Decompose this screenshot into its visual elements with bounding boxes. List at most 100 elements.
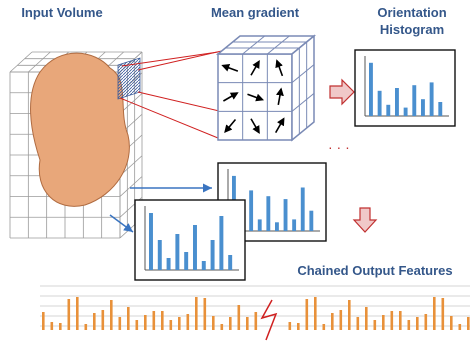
feature-bar bbox=[390, 311, 394, 330]
bar bbox=[193, 225, 197, 270]
feature-bar bbox=[407, 320, 411, 330]
feature-bar bbox=[161, 311, 164, 330]
bar bbox=[386, 104, 391, 116]
bar bbox=[249, 190, 254, 231]
grid bbox=[242, 35, 265, 55]
feature-bar bbox=[441, 298, 445, 330]
input-volume-cube bbox=[9, 51, 143, 239]
feature-bar bbox=[322, 324, 326, 330]
bar bbox=[309, 210, 314, 231]
feature-bar bbox=[297, 323, 300, 330]
feature-bar bbox=[67, 299, 71, 330]
bar bbox=[412, 85, 417, 116]
grid bbox=[119, 176, 143, 197]
output-features bbox=[40, 285, 470, 330]
bar bbox=[210, 240, 215, 270]
input-volume-label: Input Volume bbox=[21, 5, 102, 20]
ellipsis: · · · bbox=[328, 139, 350, 155]
face bbox=[291, 34, 315, 142]
feature-bar bbox=[203, 298, 207, 330]
gradient-arrow bbox=[247, 93, 265, 102]
feature-bar bbox=[229, 317, 232, 330]
feature-bar bbox=[42, 312, 45, 330]
feature-bar bbox=[331, 313, 334, 330]
feature-bar bbox=[467, 317, 470, 330]
histogram-label: Histogram bbox=[380, 22, 444, 37]
arrow-down bbox=[352, 207, 378, 233]
feature-bar bbox=[101, 310, 105, 330]
feature-bar bbox=[110, 300, 113, 330]
feature-bar bbox=[356, 317, 360, 330]
feature-bar bbox=[195, 297, 198, 330]
grid bbox=[291, 92, 315, 112]
feature-bar bbox=[152, 311, 156, 330]
blob bbox=[30, 52, 130, 207]
feature-bar bbox=[382, 315, 385, 330]
bar bbox=[228, 255, 233, 270]
feature-bar bbox=[169, 320, 173, 330]
grid bbox=[291, 64, 315, 84]
feature-bar bbox=[433, 297, 436, 330]
feature-bar bbox=[339, 310, 343, 330]
grid bbox=[9, 51, 33, 73]
orientation-label: Orientation bbox=[377, 5, 446, 20]
chained-output-label: Chained Output Features bbox=[297, 263, 452, 278]
gradient-arrow bbox=[221, 64, 239, 72]
break-mark bbox=[260, 299, 278, 341]
bar bbox=[292, 219, 297, 231]
grid bbox=[28, 51, 51, 73]
grid bbox=[267, 35, 290, 55]
gradient-arrow bbox=[275, 59, 284, 77]
bar bbox=[275, 222, 279, 231]
arrow-blue bbox=[109, 214, 134, 233]
gradient-arrow bbox=[276, 87, 284, 106]
bar bbox=[377, 90, 382, 116]
feature-bar bbox=[450, 316, 453, 330]
feature-bar bbox=[458, 324, 462, 330]
bar bbox=[283, 199, 288, 231]
histogram-box bbox=[134, 199, 246, 281]
mean-gradient-cube bbox=[215, 34, 317, 142]
feature-bar bbox=[178, 317, 181, 330]
bar bbox=[149, 213, 153, 270]
bar bbox=[369, 62, 373, 116]
feature-bar bbox=[135, 320, 139, 330]
feature-bar bbox=[50, 322, 54, 330]
feature-bar bbox=[399, 311, 402, 330]
mean-gradient-label: Mean gradient bbox=[211, 5, 300, 20]
gradient-arrow bbox=[250, 60, 260, 76]
bar bbox=[403, 107, 408, 116]
feature-bar bbox=[93, 313, 96, 330]
bar bbox=[157, 240, 162, 270]
feature-bar bbox=[118, 317, 122, 330]
bar bbox=[201, 261, 206, 270]
feature-bar bbox=[314, 297, 317, 330]
arrow-right bbox=[329, 78, 355, 106]
feature-bar bbox=[416, 317, 419, 330]
feature-bar bbox=[127, 307, 130, 330]
bar bbox=[438, 102, 443, 116]
feature-bar bbox=[373, 320, 377, 330]
histogram-box bbox=[354, 49, 456, 127]
feature-bar bbox=[365, 307, 368, 330]
feature-bar bbox=[305, 299, 309, 330]
feature-bar bbox=[84, 324, 88, 330]
bar bbox=[429, 82, 434, 116]
feature-bar bbox=[254, 312, 258, 330]
feature-bar bbox=[288, 322, 292, 330]
gradient-arrow bbox=[224, 119, 237, 134]
bar bbox=[184, 252, 189, 270]
feature-bar bbox=[220, 324, 224, 330]
bar bbox=[266, 196, 271, 231]
bar bbox=[395, 88, 399, 116]
gradient-arrow bbox=[274, 117, 285, 133]
feature-bar bbox=[246, 317, 249, 330]
feature-bar bbox=[76, 297, 79, 330]
box bbox=[134, 199, 246, 281]
feature-bar bbox=[144, 315, 147, 330]
bar bbox=[257, 219, 262, 231]
bar bbox=[166, 258, 171, 270]
gradient-arrow bbox=[223, 92, 239, 102]
gradient-arrow bbox=[250, 118, 260, 134]
